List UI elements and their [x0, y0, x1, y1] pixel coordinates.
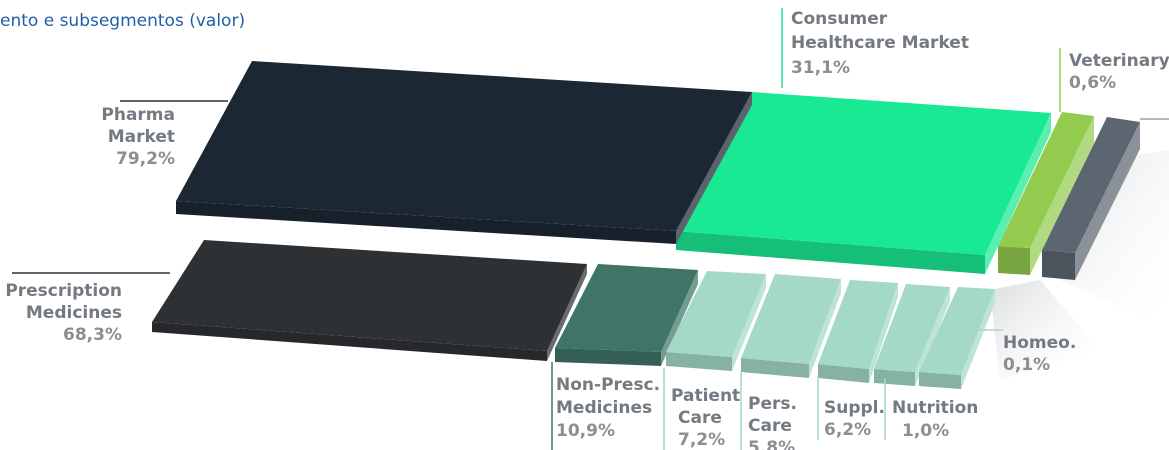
bar-pers-care-top — [741, 274, 841, 364]
bar-patient-care-side — [732, 274, 766, 371]
chart-title: ento e subsegmentos (valor) — [0, 11, 245, 31]
bar-prescription-front — [152, 322, 547, 361]
label-prescription-name: Prescription — [5, 281, 122, 301]
label-consumer-value: 31,1% — [791, 58, 850, 78]
label-pharma-value: 79,2% — [116, 149, 175, 169]
label-perscare-name: Pers. — [748, 394, 797, 414]
bar-other-top — [1042, 117, 1140, 253]
label-veterinary-name: Veterinary — [1069, 51, 1169, 71]
label-suppl-value: 6,2% — [824, 420, 871, 440]
bar-patient-care-top — [666, 271, 766, 357]
label-perscare-name2: Care — [748, 416, 792, 436]
bar-homeo-top — [919, 287, 995, 375]
bar-pharma-top — [176, 61, 752, 231]
label-suppl-name: Suppl. — [824, 398, 885, 418]
bar-other-side — [1075, 122, 1140, 280]
label-nutrition-value: 1,0% — [902, 421, 949, 441]
bar-suppl-front — [818, 364, 869, 383]
bar-suppl-side — [869, 283, 898, 383]
sub-shadow — [990, 280, 1100, 380]
bar-veterinary-top — [998, 112, 1094, 248]
label-consumer-name: Consumer — [791, 9, 888, 29]
bar-other-front — [1042, 250, 1075, 280]
bar-nonpresc-top — [555, 264, 698, 352]
label-veterinary-value: 0,6% — [1069, 73, 1116, 93]
bar-prescription-side — [547, 264, 587, 361]
leader-lines — [12, 8, 1169, 450]
bar-pers-care-side — [809, 279, 841, 378]
label-patient-value: 7,2% — [678, 430, 725, 450]
label-nonpresc-name: Non-Presc. — [556, 375, 660, 395]
bar-veterinary-front — [998, 246, 1030, 275]
bar-consumer-front — [676, 231, 985, 274]
label-pharma-name: Pharma — [101, 105, 175, 125]
bar-suppl-top — [818, 280, 898, 369]
bar-consumer-side — [985, 113, 1051, 274]
bar-pharma-front — [176, 201, 676, 244]
label-nonpresc-name2: Medicines — [556, 398, 652, 418]
label-patient-name2: Care — [678, 408, 722, 428]
label-patient-name: Patient — [671, 386, 740, 406]
bar-nonpresc-side — [661, 270, 698, 366]
label-perscare-value: 5,8% — [748, 438, 795, 450]
label-consumer-name2: Healthcare Market — [791, 33, 969, 53]
label-pharma-name2: Market — [108, 127, 175, 147]
label-nonpresc-value: 10,9% — [556, 421, 615, 441]
bar-pharma-side — [676, 92, 752, 244]
bar-consumer-top — [676, 92, 1051, 255]
label-nutrition-name: Nutrition — [892, 398, 978, 418]
bar-nonpresc-front — [555, 348, 661, 366]
label-homeo-name: Homeo. — [1003, 333, 1076, 353]
bar-homeo-side — [961, 289, 995, 389]
label-prescription-name2: Medicines — [26, 303, 122, 323]
bar-homeo-front — [919, 372, 961, 389]
bars-layer — [152, 61, 1140, 389]
label-prescription-value: 68,3% — [63, 325, 122, 345]
bar-patient-care-front — [666, 352, 732, 371]
bar-nutrition-top — [874, 284, 950, 372]
bar-veterinary-side — [1030, 116, 1094, 275]
label-homeo-value: 0,1% — [1003, 355, 1050, 375]
bar-pers-care-front — [741, 358, 809, 378]
bar-prescription-top — [152, 240, 587, 351]
bar-nutrition-side — [915, 287, 950, 386]
